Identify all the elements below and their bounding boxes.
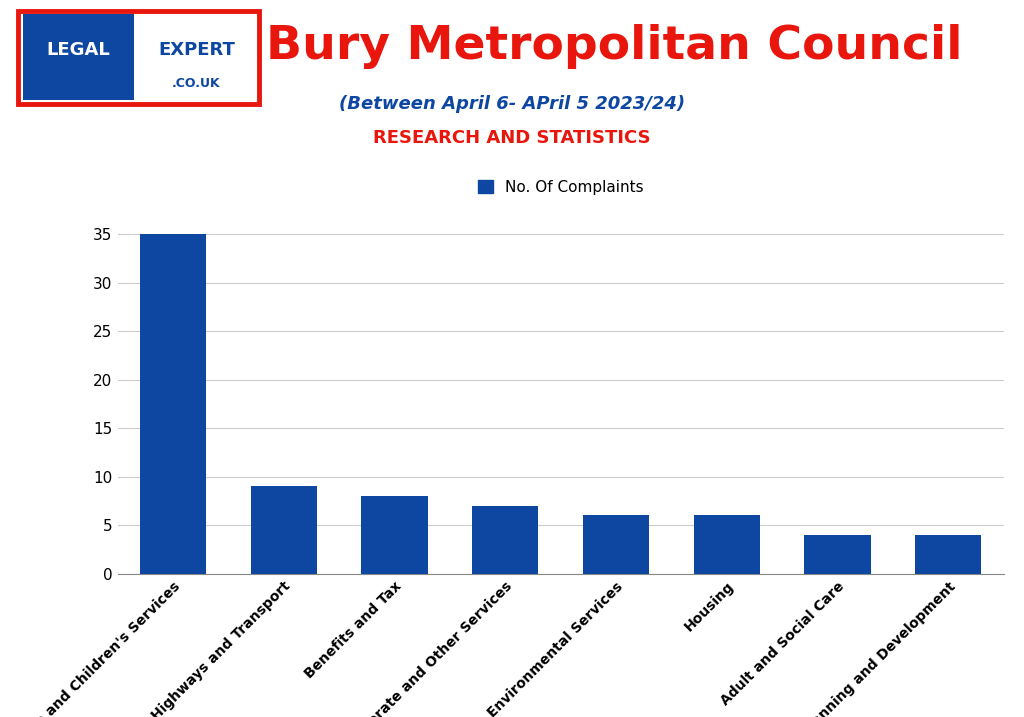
Text: RESEARCH AND STATISTICS: RESEARCH AND STATISTICS (373, 128, 651, 147)
Bar (472, 505, 539, 574)
Bar (140, 234, 207, 574)
Text: EXPERT: EXPERT (158, 41, 234, 59)
Bar (361, 496, 428, 574)
Legend: No. Of Complaints: No. Of Complaints (477, 180, 644, 195)
Text: .CO.UK: .CO.UK (172, 77, 221, 90)
Bar (915, 535, 981, 574)
Text: Bury Metropolitan Council: Bury Metropolitan Council (266, 24, 963, 69)
Bar (583, 516, 649, 574)
Bar (804, 535, 870, 574)
FancyBboxPatch shape (18, 11, 259, 104)
Bar (24, 14, 134, 100)
Bar (693, 516, 760, 574)
Text: (Between April 6- APril 5 2023/24): (Between April 6- APril 5 2023/24) (339, 95, 685, 113)
Bar (251, 486, 317, 574)
Text: LEGAL: LEGAL (47, 41, 111, 59)
